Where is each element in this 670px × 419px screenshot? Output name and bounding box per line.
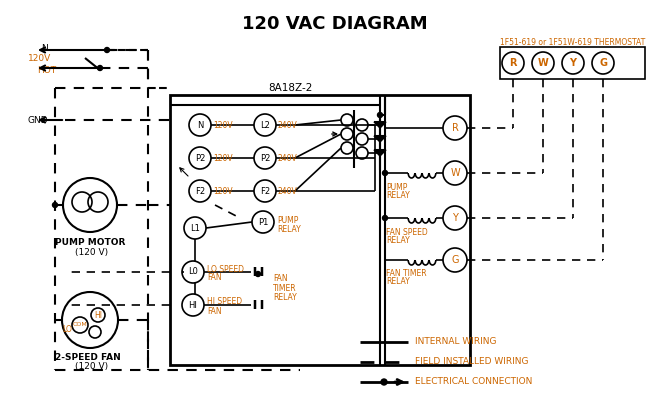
Text: LO SPEED: LO SPEED <box>207 264 244 274</box>
Text: PUMP: PUMP <box>386 183 407 191</box>
Text: L2: L2 <box>260 121 270 129</box>
Text: RELAY: RELAY <box>386 235 410 245</box>
Text: PUMP: PUMP <box>277 215 298 225</box>
Text: G: G <box>599 58 607 68</box>
Text: LO: LO <box>62 326 72 334</box>
Text: COM: COM <box>72 323 87 328</box>
Text: HOT: HOT <box>37 65 56 75</box>
Polygon shape <box>374 150 386 156</box>
Text: F2: F2 <box>195 186 205 196</box>
Text: 240V: 240V <box>278 186 297 196</box>
Text: HI: HI <box>188 300 198 310</box>
Text: FAN TIMER: FAN TIMER <box>386 269 427 279</box>
Text: 120V: 120V <box>213 121 232 129</box>
Text: FIELD INSTALLED WIRING: FIELD INSTALLED WIRING <box>415 357 529 367</box>
Polygon shape <box>374 136 386 142</box>
Text: (120 V): (120 V) <box>75 248 108 256</box>
Text: TIMER: TIMER <box>273 284 297 293</box>
Text: RELAY: RELAY <box>277 225 301 233</box>
Text: G: G <box>452 255 459 265</box>
Text: FAN: FAN <box>273 274 287 283</box>
Text: 120V: 120V <box>213 186 232 196</box>
Text: RELAY: RELAY <box>273 293 297 302</box>
Circle shape <box>52 202 58 207</box>
Text: 1F51-619 or 1F51W-619 THERMOSTAT: 1F51-619 or 1F51W-619 THERMOSTAT <box>500 37 646 47</box>
Text: INTERNAL WIRING: INTERNAL WIRING <box>415 337 496 347</box>
Text: W: W <box>537 58 548 68</box>
Text: P2: P2 <box>260 153 270 163</box>
Text: P1: P1 <box>258 217 268 227</box>
Circle shape <box>383 171 387 176</box>
Text: N: N <box>42 44 48 52</box>
Text: P2: P2 <box>195 153 205 163</box>
Text: F2: F2 <box>260 186 270 196</box>
Bar <box>500 47 645 79</box>
Text: N: N <box>197 121 203 129</box>
Text: R: R <box>452 123 458 133</box>
Circle shape <box>377 112 383 117</box>
Text: R: R <box>509 58 517 68</box>
Text: 120 VAC DIAGRAM: 120 VAC DIAGRAM <box>242 15 428 33</box>
Text: ELECTRICAL CONNECTION: ELECTRICAL CONNECTION <box>415 378 533 386</box>
Text: FAN: FAN <box>207 274 222 282</box>
Text: 2-SPEED FAN: 2-SPEED FAN <box>55 352 121 362</box>
Text: 240V: 240V <box>278 153 297 163</box>
Text: 120V: 120V <box>28 54 51 62</box>
Text: GND: GND <box>28 116 49 124</box>
Text: RELAY: RELAY <box>386 277 410 287</box>
Text: W: W <box>450 168 460 178</box>
Circle shape <box>98 65 103 70</box>
Text: 8A18Z-2: 8A18Z-2 <box>268 83 312 93</box>
Text: 240V: 240V <box>278 121 297 129</box>
Text: HI: HI <box>94 310 102 320</box>
Bar <box>170 95 470 365</box>
Text: FAN SPEED: FAN SPEED <box>386 228 427 236</box>
Circle shape <box>381 379 387 385</box>
Text: L0: L0 <box>188 267 198 277</box>
Text: PUMP MOTOR: PUMP MOTOR <box>55 238 125 246</box>
Text: FAN: FAN <box>207 307 222 316</box>
Circle shape <box>383 215 387 220</box>
Text: 120V: 120V <box>213 153 232 163</box>
Text: (120 V): (120 V) <box>75 362 108 372</box>
Text: Y: Y <box>570 58 576 68</box>
Polygon shape <box>374 122 386 128</box>
Circle shape <box>255 272 261 277</box>
Text: HI SPEED: HI SPEED <box>207 297 242 307</box>
Circle shape <box>105 47 109 52</box>
Text: Y: Y <box>452 213 458 223</box>
Text: RELAY: RELAY <box>386 191 410 199</box>
Text: L1: L1 <box>190 223 200 233</box>
